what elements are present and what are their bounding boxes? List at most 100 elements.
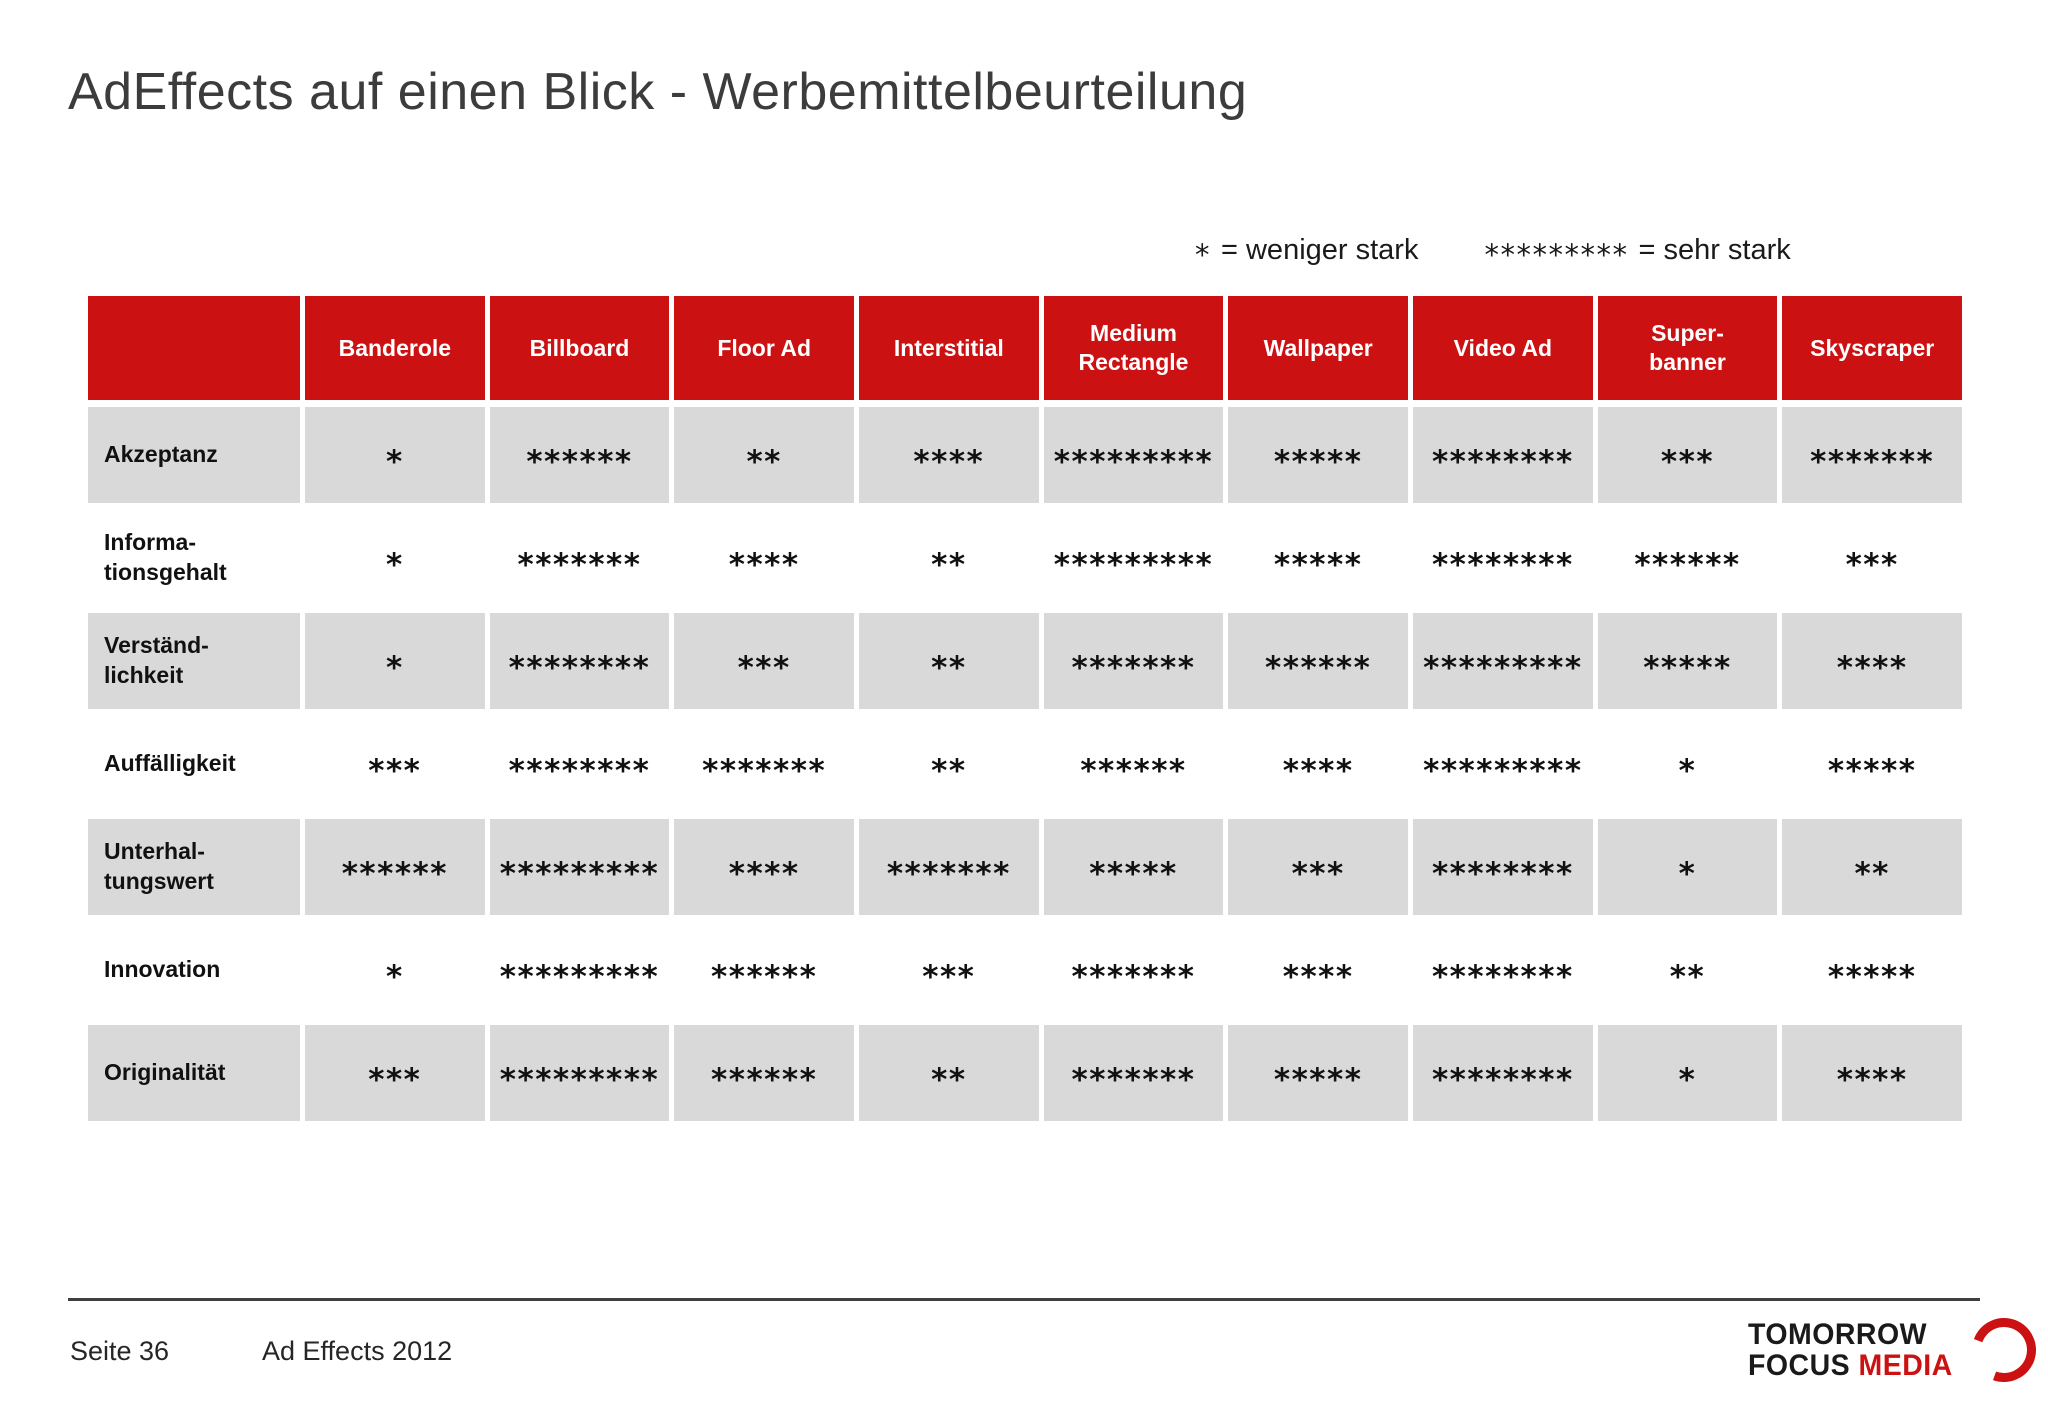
row-label: Unterhal- tungswert: [88, 819, 300, 915]
legend-strong-symbol: *********: [1484, 238, 1629, 273]
rating-cell: *******: [674, 716, 854, 812]
rating-cell: ***: [305, 716, 485, 812]
row-label: Auffälligkeit: [104, 750, 236, 777]
rating-stars: ******: [1080, 752, 1187, 789]
rating-stars: *********: [1053, 546, 1214, 583]
rating-stars: ****: [728, 546, 800, 583]
rating-stars: *********: [499, 958, 660, 995]
logo-text: TOMORROW FOCUS MEDIA: [1748, 1319, 1953, 1381]
rating-stars: ******: [1634, 546, 1741, 583]
rating-stars: **: [931, 752, 967, 789]
rating-cell: **: [859, 716, 1039, 812]
row-label: Originalität: [88, 1025, 300, 1121]
rating-cell: ******: [489, 407, 670, 503]
rating-cell: *********: [489, 1025, 670, 1121]
rating-stars: ****: [1836, 649, 1908, 686]
table-corner-cell: [88, 296, 300, 400]
rating-stars: ****: [1282, 958, 1354, 995]
rating-cell: ********: [1413, 510, 1593, 606]
rating-stars: ****: [1282, 752, 1354, 789]
rating-cell: *: [305, 510, 485, 606]
legend-strong-label: = sehr stark: [1638, 234, 1791, 266]
rating-stars: **: [1854, 855, 1890, 892]
column-header-medium-rectangle: Medium Rectangle: [1043, 296, 1224, 400]
rating-cell: *: [1598, 716, 1778, 812]
rating-stars: ********: [1431, 855, 1574, 892]
rating-stars: ********: [1431, 1061, 1574, 1098]
rating-cell: *: [1597, 1025, 1778, 1121]
rating-cell: ******: [305, 819, 485, 915]
rating-cell: ****: [859, 407, 1039, 503]
page-title: AdEffects auf einen Blick - Werbemittelb…: [68, 63, 1248, 121]
rating-stars: *******: [517, 546, 642, 583]
rating-stars: ********: [1431, 546, 1574, 583]
rating-cell: *: [1597, 819, 1778, 915]
rating-cell: *********: [1043, 407, 1224, 503]
rating-cell: ******: [1598, 510, 1778, 606]
rating-stars: **: [746, 443, 782, 480]
rating-cell: ******: [1228, 613, 1408, 709]
rating-cell: ********: [1413, 407, 1593, 503]
row-label: Innovation: [104, 956, 221, 983]
rating-cell: *****: [1782, 922, 1962, 1018]
footer-divider: [68, 1298, 1980, 1301]
rating-cell: **: [1782, 819, 1962, 915]
legend-weak-label: = weniger stark: [1221, 234, 1419, 266]
rating-stars: **: [1669, 958, 1706, 995]
legend-weak-symbol: *: [1195, 238, 1211, 273]
rating-cell: *******: [859, 819, 1039, 915]
row-label: Informa- tionsgehalt: [104, 529, 227, 585]
rating-cell: ********: [489, 613, 670, 709]
rating-stars: *******: [1810, 443, 1935, 480]
rating-stars: *********: [1053, 443, 1214, 480]
rating-stars: ******: [526, 443, 633, 480]
rating-cell: *: [305, 407, 485, 503]
rating-stars: *****: [1827, 752, 1917, 789]
rating-stars: *******: [1071, 1061, 1196, 1098]
rating-stars: *********: [499, 1061, 660, 1098]
column-header-video-ad: Video Ad: [1413, 296, 1593, 400]
rating-stars: ********: [1431, 443, 1574, 480]
rating-cell: *****: [1228, 407, 1408, 503]
rating-stars: ********: [508, 649, 651, 686]
company-logo: TOMORROW FOCUS MEDIA: [1748, 1307, 2047, 1393]
rating-cell: ****: [674, 819, 854, 915]
rating-cell: ********: [1413, 922, 1593, 1018]
rating-cell: *********: [1413, 716, 1593, 812]
column-header-wallpaper: Wallpaper: [1228, 296, 1408, 400]
rating-stars: **: [931, 546, 967, 583]
rating-stars: ***: [368, 752, 422, 789]
rating-legend: * = weniger stark ********* = sehr stark: [1195, 232, 1791, 272]
rating-cell: ****: [1228, 922, 1408, 1018]
rating-stars: ****: [1836, 1061, 1908, 1098]
page-number: Seite 36: [70, 1336, 170, 1366]
rating-cell: *******: [1782, 407, 1962, 503]
rating-cell: **: [674, 407, 854, 503]
rating-cell: ********: [1413, 1025, 1593, 1121]
logo-media: MEDIA: [1858, 1349, 1953, 1382]
rating-cell: **: [1598, 922, 1778, 1018]
footer-source: Ad Effects 2012: [262, 1336, 453, 1366]
rating-cell: *: [305, 613, 485, 709]
rating-cell: ********: [490, 716, 670, 812]
rating-stars: *********: [1423, 649, 1583, 686]
rating-cell: ********: [1413, 819, 1593, 915]
rating-cell: *****: [1228, 1025, 1408, 1121]
column-header-interstitial: Interstitial: [859, 296, 1039, 400]
rating-stars: ***: [922, 958, 976, 995]
legend-strong: ********* = sehr stark: [1484, 232, 1791, 272]
rating-stars: *****: [1089, 855, 1178, 892]
rating-stars: ***: [368, 1061, 422, 1098]
rating-stars: ***: [1660, 443, 1715, 480]
rating-stars: *: [1678, 1061, 1697, 1098]
column-header-skyscraper: Skyscraper: [1782, 296, 1962, 400]
rating-stars: *********: [499, 855, 660, 892]
legend-weak: * = weniger stark: [1195, 232, 1419, 272]
rating-stars: ********: [1431, 958, 1574, 995]
rating-stars: ******: [341, 855, 448, 892]
rating-stars: *******: [1071, 958, 1196, 995]
column-header-billboard: Billboard: [489, 296, 670, 400]
rating-cell: *****: [1043, 819, 1224, 915]
rating-cell: **: [859, 613, 1039, 709]
rating-cell: *******: [1043, 613, 1224, 709]
